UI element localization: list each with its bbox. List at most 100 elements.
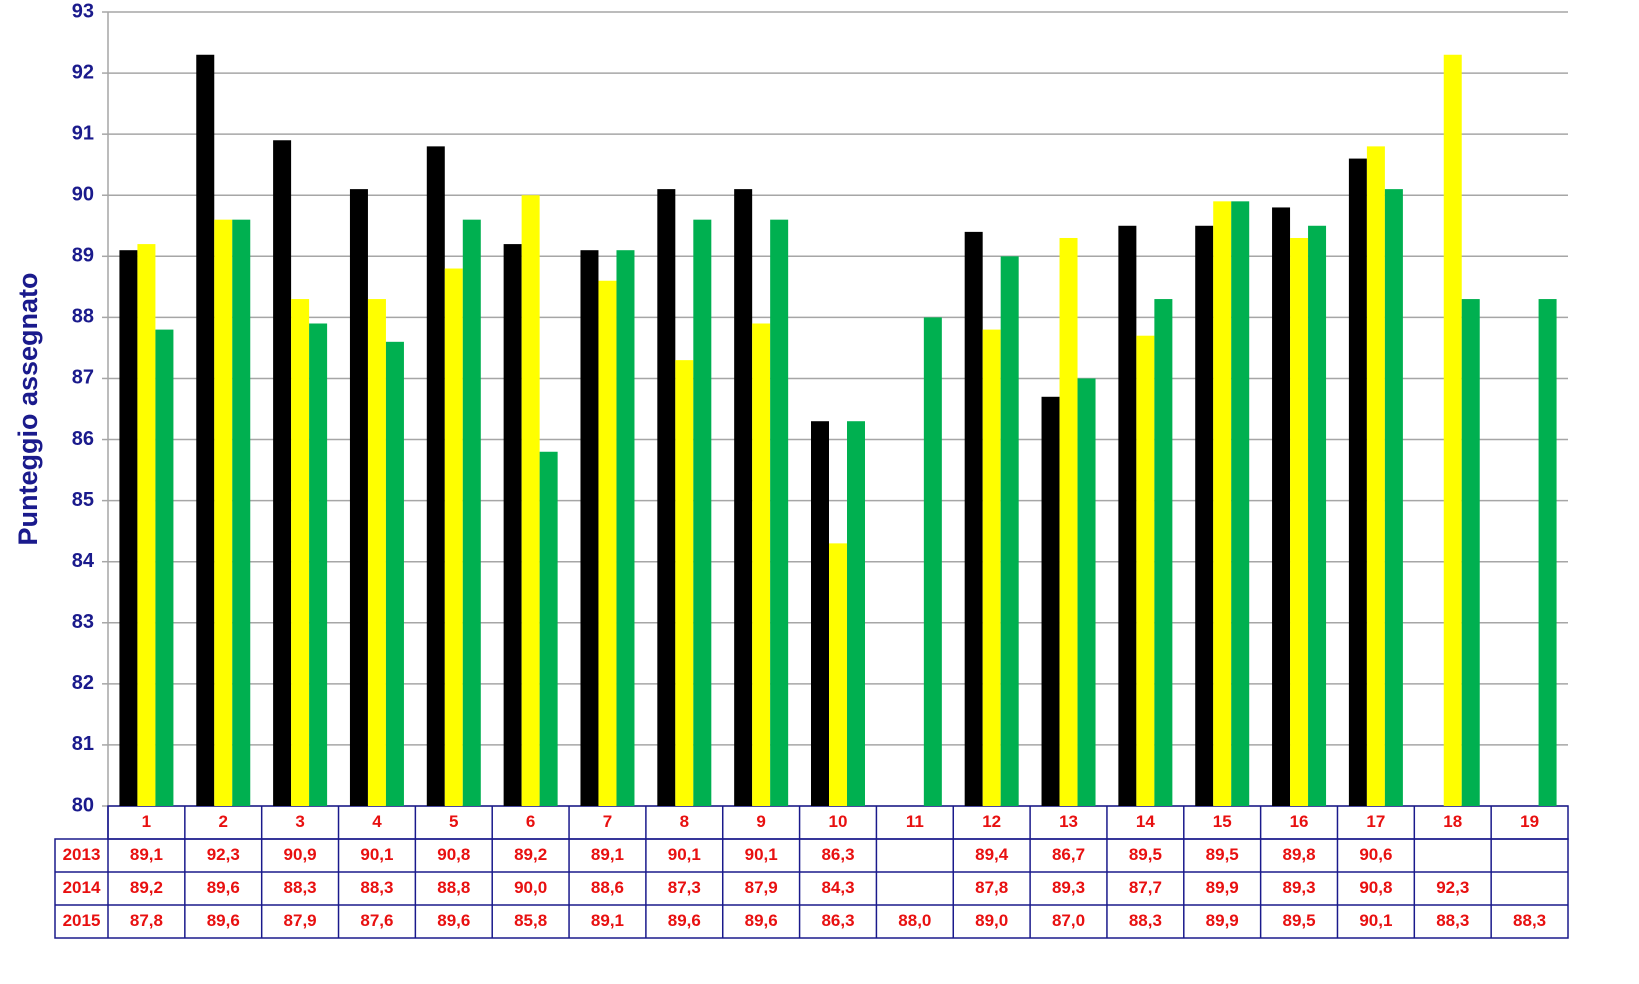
bar: [964, 231, 983, 806]
table-cell: 90,6: [1359, 845, 1392, 864]
table-cell: 89,5: [1283, 911, 1316, 930]
bar: [1348, 158, 1367, 807]
x-tick-label: 16: [1290, 812, 1309, 831]
table-cell: 85,8: [514, 911, 547, 930]
y-tick-label: 81: [72, 733, 94, 755]
x-tick-label: 12: [982, 812, 1001, 831]
x-tick-label: 5: [449, 812, 458, 831]
table-cell: 89,1: [130, 845, 163, 864]
table-cell: 90,8: [1359, 878, 1392, 897]
bar: [1213, 201, 1232, 807]
y-tick-label: 82: [72, 672, 94, 694]
y-tick-label: 93: [72, 0, 94, 22]
bar: [1231, 201, 1250, 807]
table-frame: [54, 838, 1569, 939]
table-cell: 89,0: [975, 911, 1008, 930]
table-cell: 90,1: [745, 845, 778, 864]
x-tick-label: 6: [526, 812, 535, 831]
y-tick-label: 88: [72, 306, 94, 328]
table-cell: 88,8: [437, 878, 470, 897]
table-cell: 89,6: [668, 911, 701, 930]
bar: [1308, 225, 1327, 806]
bar: [1538, 299, 1557, 806]
bar: [232, 219, 251, 806]
table-cell: 86,7: [1052, 845, 1085, 864]
x-tick-label: 13: [1059, 812, 1078, 831]
table-cell: 87,3: [668, 878, 701, 897]
table-cell: 87,9: [284, 911, 317, 930]
bar: [982, 329, 1001, 806]
x-tick-label: 17: [1366, 812, 1385, 831]
x-tick-label: 19: [1520, 812, 1539, 831]
bar: [580, 250, 599, 806]
y-tick-label: 80: [72, 794, 94, 816]
x-tick-label: 8: [680, 812, 689, 831]
table-cell: 88,3: [1129, 911, 1162, 930]
bar: [137, 244, 156, 807]
table-cell: 89,6: [207, 911, 240, 930]
bar: [1443, 54, 1462, 806]
legend-label: 2014: [63, 878, 101, 897]
bar: [1077, 378, 1096, 806]
table-cell: 89,5: [1206, 845, 1239, 864]
y-tick-label: 87: [72, 367, 94, 389]
y-tick-label: 83: [72, 611, 94, 633]
table-cell: 88,3: [360, 878, 393, 897]
x-tick-label: 18: [1443, 812, 1462, 831]
table-cell: 92,3: [1436, 878, 1469, 897]
x-tick-label: 9: [756, 812, 765, 831]
table-cell: 87,0: [1052, 911, 1085, 930]
bar: [1154, 299, 1173, 806]
table-cell: 86,3: [821, 845, 854, 864]
y-axis-label: Punteggio assegnato: [13, 272, 43, 545]
table-cell: 88,3: [1513, 911, 1546, 930]
table-cell: 90,8: [437, 845, 470, 864]
bar: [1461, 299, 1480, 806]
bar: [291, 299, 310, 806]
bar: [367, 299, 386, 806]
bar: [1272, 207, 1291, 806]
table-cell: 89,3: [1283, 878, 1316, 897]
bar: [829, 543, 847, 806]
table-cell: 87,9: [745, 878, 778, 897]
table-cell: 89,9: [1206, 911, 1239, 930]
y-tick-label: 89: [72, 245, 94, 267]
legend-label: 2013: [63, 845, 101, 864]
bar: [155, 329, 174, 806]
bar: [923, 317, 942, 806]
bar: [1041, 396, 1060, 806]
table-cell: 89,9: [1206, 878, 1239, 897]
bar: [752, 323, 771, 806]
bar: [657, 189, 676, 807]
table-cell: 87,8: [975, 878, 1008, 897]
bar: [1136, 335, 1155, 806]
table-cell: 90,1: [360, 845, 393, 864]
table-cell: 89,2: [130, 878, 163, 897]
y-tick-label: 85: [72, 489, 94, 511]
bar: [426, 146, 445, 806]
table-cell: 90,1: [1359, 911, 1392, 930]
bar: [1118, 225, 1137, 806]
bar: [1059, 237, 1078, 806]
table-cell: 89,6: [745, 911, 778, 930]
table-cell: 89,5: [1129, 845, 1162, 864]
table-cell: 88,6: [591, 878, 624, 897]
bar: [1000, 256, 1019, 806]
bar: [521, 195, 540, 806]
table-cell: 89,3: [1052, 878, 1085, 897]
bar: [770, 219, 789, 806]
x-tick-label: 1: [142, 812, 151, 831]
y-tick-label: 84: [72, 550, 95, 572]
table-cell: 89,1: [591, 911, 624, 930]
bar: [616, 250, 635, 806]
table-cell: 90,0: [514, 878, 547, 897]
bar: [273, 140, 292, 806]
x-tick-label: 2: [219, 812, 228, 831]
bar: [598, 280, 617, 806]
bar: [385, 341, 404, 806]
table-cell: 87,7: [1129, 878, 1162, 897]
bar: [847, 421, 865, 806]
bar: [1290, 237, 1309, 806]
bar: [811, 421, 829, 806]
